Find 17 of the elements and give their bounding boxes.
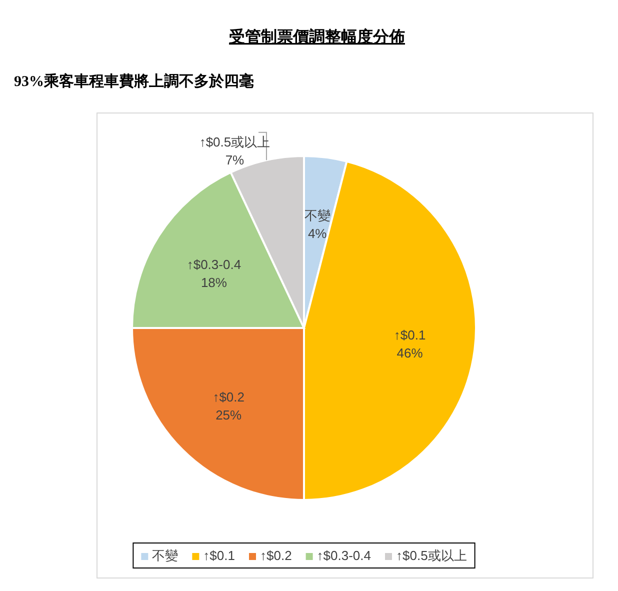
legend-label: ↑$0.1 [203,548,235,563]
legend-label: ↑$0.5或以上 [396,548,467,563]
data-label: 4% [308,226,328,242]
legend-label: 不變 [152,548,178,563]
data-label: 25% [216,407,242,422]
data-label: 18% [200,274,228,290]
slice-label: ↑$0.2 [212,389,244,404]
slice-label: ↑$0.5或以上 [199,134,270,150]
data-label: 7% [225,152,245,168]
slice-label: ↑$0.3-0.4 [186,256,242,272]
data-label: 46% [396,345,424,360]
legend-label: ↑$0.3-0.4 [316,548,372,563]
legend-label: ↑$0.2 [260,548,292,563]
slice-label: 不變 [304,208,330,224]
chart-subtitle: 93%乘客車程車費將上調不多於四毫 [14,72,254,90]
slice-label: ↑$0.1 [394,327,426,342]
chart-title: 受管制票價調整幅度分佈 [228,27,405,46]
